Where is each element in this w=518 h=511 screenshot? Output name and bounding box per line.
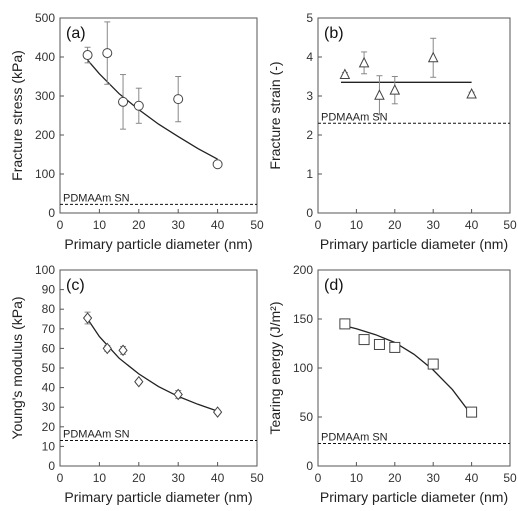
- panel-2-frame: [317, 17, 511, 214]
- panel-4-x-tick-label: 20: [388, 471, 402, 485]
- panel-4-y-tick-label: 50: [300, 410, 314, 424]
- panel-3-data-point: [134, 375, 144, 388]
- panel-4-x-tick-label: 50: [503, 471, 517, 485]
- panel-4-x-axis-label: Primary particle diameter (nm): [320, 489, 508, 505]
- panel-1-frame: [59, 17, 258, 214]
- panel-3-y-tick-label: 20: [42, 420, 56, 434]
- panel-3-y-tick-label: 0: [48, 459, 55, 473]
- panel-1-x-tick-label: 40: [211, 218, 225, 232]
- panel-2-y-tick-label: 1: [306, 167, 313, 181]
- panel-3-x-axis-label: Primary particle diameter (nm): [64, 489, 252, 505]
- panel-4-data-point: [339, 318, 351, 330]
- panel-2-data-point: [358, 56, 370, 68]
- panel-3-y-tick-label: 70: [42, 322, 56, 336]
- panel-1-panel-label: (a): [66, 25, 86, 42]
- panel-1-x-tick-label: 50: [250, 218, 264, 232]
- panel-1-y-tick-label: 100: [35, 167, 55, 181]
- panel-4-reference-label: PDMAAm SN: [321, 431, 388, 443]
- panel-4-x-tick-label: 40: [465, 471, 479, 485]
- panel-1-x-axis-label: Primary particle diameter (nm): [64, 236, 252, 252]
- panel-2-x-tick-label: 20: [388, 218, 402, 232]
- panel-4-fit-curve: [344, 325, 473, 416]
- panel-3-y-tick-label: 10: [42, 439, 56, 453]
- panel-1-data-point: [173, 94, 184, 105]
- panel-2-data-point: [466, 87, 477, 99]
- panel-2-x-axis-label: Primary particle diameter (nm): [320, 236, 508, 252]
- panel-3-y-tick-label: 80: [42, 302, 56, 316]
- panel-3-x-tick-label: 0: [57, 471, 64, 485]
- panel-1-data-point: [133, 100, 144, 111]
- panel-3-panel-label: (c): [66, 277, 85, 294]
- panel-1-data-point: [82, 50, 93, 61]
- panel-4-y-tick-label: 150: [293, 312, 313, 326]
- panel-2-x-tick-label: 50: [503, 218, 517, 232]
- panel-2-x-tick-label: 30: [427, 218, 441, 232]
- panel-1-y-tick-label: 500: [35, 11, 55, 25]
- panel-4-x-tick-label: 30: [427, 471, 441, 485]
- panel-2-panel-label: (b): [324, 25, 344, 42]
- panel-2-y-tick-label: 3: [306, 89, 313, 103]
- panel-1-data-point: [102, 48, 113, 59]
- panel-3-y-tick-label: 100: [35, 263, 55, 277]
- panel-2-x-tick-label: 40: [465, 218, 479, 232]
- panel-2-x-tick-label: 0: [315, 218, 322, 232]
- panel-2-y-axis-label: Fracture strain (-): [267, 61, 283, 169]
- panel-3-data-point: [212, 406, 223, 418]
- panel-3-y-tick-label: 60: [42, 341, 56, 355]
- panel-3-fit-curve: [87, 318, 218, 412]
- panel-1-x-tick-label: 30: [172, 218, 186, 232]
- panel-3-y-tick-label: 50: [42, 361, 56, 375]
- panel-2-data-point: [427, 51, 439, 63]
- panel-1-reference-label: PDMAAm SN: [63, 192, 130, 204]
- panel-4-y-tick-label: 200: [293, 263, 313, 277]
- panel-1-y-tick-label: 200: [35, 128, 55, 142]
- panel-2-y-tick-label: 5: [306, 11, 313, 25]
- panel-1-x-tick-label: 10: [93, 218, 107, 232]
- panel-1-y-tick-label: 400: [35, 50, 55, 64]
- panel-2-y-tick-label: 0: [306, 206, 313, 220]
- panel-2-y-tick-label: 2: [306, 128, 313, 142]
- panel-4-data-point: [373, 338, 385, 350]
- panel-3-data-point: [118, 344, 128, 357]
- panel-3-y-axis-label: Young's modulus (kPa): [9, 296, 25, 439]
- panel-1-data-point: [118, 96, 129, 107]
- panel-3-data-point: [82, 312, 93, 324]
- panel-4-panel-label: (d): [324, 277, 344, 294]
- panel-2-data-point: [389, 84, 401, 95]
- panel-3-x-tick-label: 10: [93, 471, 107, 485]
- panel-3-y-tick-label: 40: [42, 381, 56, 395]
- panel-3-y-tick-label: 90: [42, 283, 56, 297]
- panel-1-y-axis-label: Fracture stress (kPa): [9, 50, 25, 181]
- panel-2-data-point: [339, 68, 351, 80]
- panel-4-x-tick-label: 0: [315, 471, 322, 485]
- panel-4-y-axis-label: Tearing energy (J/m²): [267, 301, 283, 434]
- panel-1-data-point: [212, 159, 223, 170]
- panel-1-x-tick-label: 20: [132, 218, 146, 232]
- panel-2-reference-label: PDMAAm SN: [321, 111, 388, 123]
- panel-4-data-point: [427, 358, 439, 370]
- panel-3-y-tick-label: 30: [42, 400, 56, 414]
- panel-1-x-tick-label: 0: [57, 218, 64, 232]
- panel-4-y-tick-label: 0: [306, 459, 313, 473]
- panel-3-data-point: [173, 388, 183, 401]
- panel-3-data-point: [102, 342, 112, 355]
- panel-1-y-tick-label: 0: [48, 206, 55, 220]
- panel-3-reference-label: PDMAAm SN: [63, 429, 130, 441]
- panel-2-y-tick-label: 4: [306, 50, 313, 64]
- panel-4-data-point: [358, 334, 370, 346]
- panel-3-x-tick-label: 20: [132, 471, 146, 485]
- panel-4-y-tick-label: 100: [293, 361, 313, 375]
- panel-4-data-point: [466, 406, 478, 418]
- panel-3-x-tick-label: 50: [250, 471, 264, 485]
- panel-2-data-point: [374, 89, 385, 100]
- panel-1-fit-curve: [87, 59, 218, 160]
- panel-3-x-tick-label: 40: [211, 471, 225, 485]
- panel-2-x-tick-label: 10: [350, 218, 364, 232]
- panel-4-x-tick-label: 10: [350, 471, 364, 485]
- panel-3-x-tick-label: 30: [172, 471, 186, 485]
- panel-4-data-point: [389, 341, 401, 353]
- panel-1-y-tick-label: 300: [35, 89, 55, 103]
